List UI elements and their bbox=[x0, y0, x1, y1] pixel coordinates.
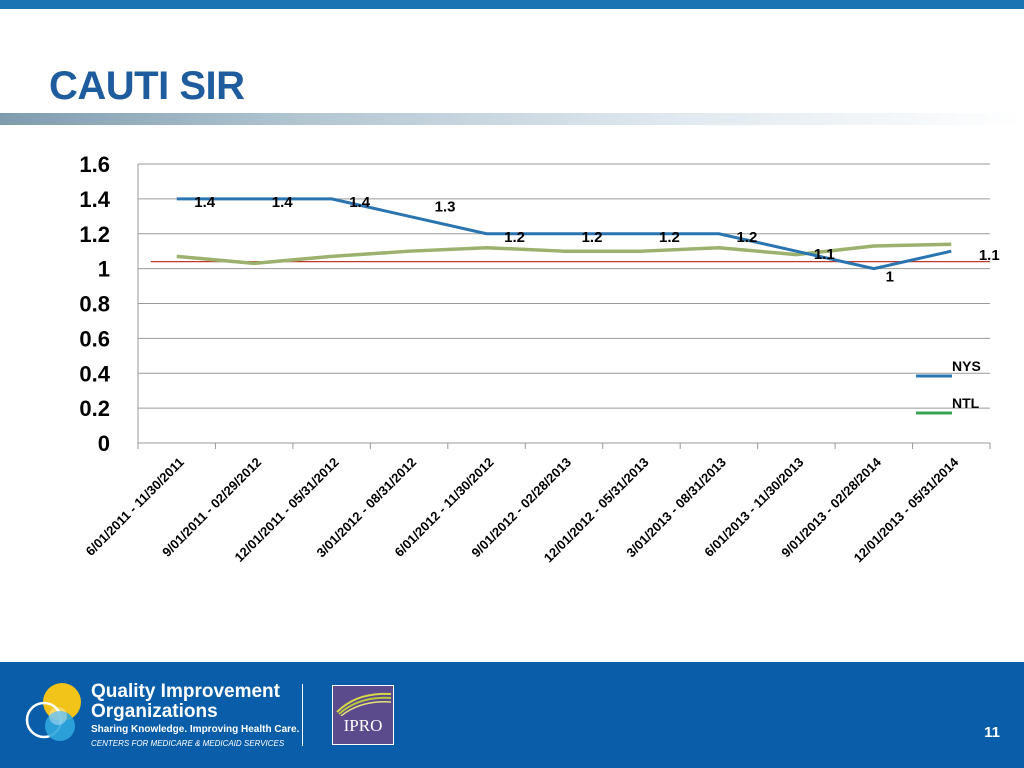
chart-gridlines bbox=[138, 163, 990, 409]
footer-bar bbox=[0, 662, 1024, 768]
data-labels: 1.4 1.4 1.4 1.3 1.2 1.2 1.2 1.2 1.1 1 1.1 bbox=[194, 194, 999, 286]
nys-data-label: 1.2 bbox=[659, 229, 680, 246]
nys-data-label: 1.3 bbox=[435, 198, 456, 215]
chart-axes: 00.20.40.60.811.21.41.66/01/2011 - 11/30… bbox=[79, 152, 991, 565]
series-line-nys bbox=[176, 197, 952, 271]
ipro-logo: IPRO bbox=[332, 685, 394, 745]
series-line-ntl bbox=[176, 242, 952, 266]
nys-data-label: 1.1 bbox=[979, 247, 1000, 264]
nys-data-label: 1.2 bbox=[582, 229, 603, 246]
ipro-swoosh-icon bbox=[336, 692, 392, 716]
legend-label-ntl: NTL bbox=[952, 395, 980, 411]
y-tick-label: 0.2 bbox=[79, 396, 110, 421]
nys-data-label: 1.1 bbox=[814, 246, 835, 263]
qio-tagline: Sharing Knowledge. Improving Health Care… bbox=[91, 724, 300, 735]
slide-title: CAUTI SIR bbox=[49, 64, 245, 108]
y-tick-label: 1.4 bbox=[79, 187, 110, 212]
nys-data-label: 1.4 bbox=[349, 194, 371, 211]
page-number: 11 bbox=[984, 724, 1000, 741]
y-tick-label: 1 bbox=[98, 257, 110, 282]
cms-subtitle: CENTERS FOR MEDICARE & MEDICAID SERVICES bbox=[91, 739, 285, 748]
footer-divider bbox=[302, 684, 303, 746]
ipro-logo-text: IPRO bbox=[343, 716, 383, 735]
y-tick-label: 0.6 bbox=[79, 326, 110, 351]
y-tick-label: 0 bbox=[98, 431, 110, 456]
series-lines bbox=[176, 197, 952, 271]
qio-name-line2: Organizations bbox=[91, 701, 218, 722]
y-tick-label: 1.2 bbox=[79, 222, 110, 247]
qio-organization-name: Quality Improvement Organizations bbox=[91, 682, 311, 722]
qio-logo-icon bbox=[25, 683, 81, 741]
nys-data-label: 1.2 bbox=[504, 229, 525, 246]
qio-name-line1: Quality Improvement bbox=[91, 681, 280, 702]
top-accent-bar bbox=[0, 0, 1024, 9]
cauti-sir-line-chart: 00.20.40.60.811.21.41.66/01/2011 - 11/30… bbox=[79, 152, 999, 565]
y-tick-label: 1.6 bbox=[79, 152, 110, 177]
y-tick-label: 0.8 bbox=[79, 292, 110, 317]
legend-label-nys: NYS bbox=[952, 358, 981, 374]
nys-data-label: 1.4 bbox=[194, 194, 216, 211]
title-underline-gradient bbox=[0, 113, 1024, 125]
chart-legend: NYS NTL bbox=[916, 358, 981, 415]
nys-data-label: 1.2 bbox=[736, 229, 757, 246]
y-tick-label: 0.4 bbox=[79, 361, 110, 386]
nys-data-label: 1 bbox=[886, 269, 894, 286]
nys-data-label: 1.4 bbox=[272, 194, 294, 211]
